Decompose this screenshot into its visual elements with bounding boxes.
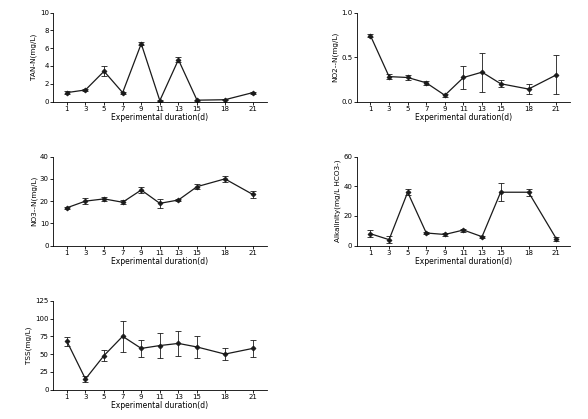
X-axis label: Experimental duration(d): Experimental duration(d) xyxy=(111,113,208,122)
Y-axis label: TAN-N(mg/L): TAN-N(mg/L) xyxy=(31,34,37,80)
Y-axis label: TSS(mg/L): TSS(mg/L) xyxy=(26,326,32,364)
X-axis label: Experimental duration(d): Experimental duration(d) xyxy=(415,257,512,266)
X-axis label: Experimental duration(d): Experimental duration(d) xyxy=(415,113,512,122)
X-axis label: Experimental duration(d): Experimental duration(d) xyxy=(111,257,208,266)
Y-axis label: NO2--N(mg/L): NO2--N(mg/L) xyxy=(332,32,338,82)
Y-axis label: NO3--N(mg/L): NO3--N(mg/L) xyxy=(31,176,37,226)
Y-axis label: Alkalinity(mg/L HCO3-): Alkalinity(mg/L HCO3-) xyxy=(334,160,340,242)
X-axis label: Experimental duration(d): Experimental duration(d) xyxy=(111,401,208,410)
